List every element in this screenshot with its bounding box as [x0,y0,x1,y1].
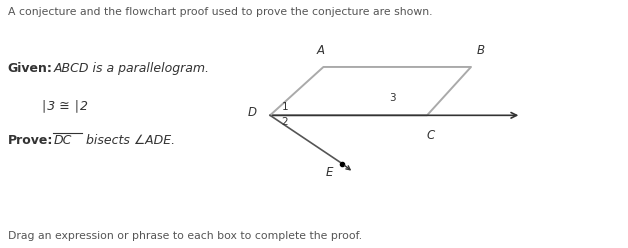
Text: 2: 2 [281,117,288,126]
Text: ∣3 ≅ ∣2: ∣3 ≅ ∣2 [41,99,88,112]
Text: Given:: Given: [8,62,52,75]
Text: 1: 1 [281,102,288,112]
Text: 3: 3 [389,93,396,103]
Text: Drag an expression or phrase to each box to complete the proof.: Drag an expression or phrase to each box… [8,231,362,241]
Text: E: E [325,166,333,179]
Text: ABCD is a parallelogram.: ABCD is a parallelogram. [53,62,209,75]
Text: A: A [317,44,324,57]
Text: DC: DC [53,134,72,147]
Text: C: C [426,129,435,142]
Text: B: B [477,44,484,57]
Text: bisects ∠ADE.: bisects ∠ADE. [82,134,175,147]
Text: A conjecture and the flowchart proof used to prove the conjecture are shown.: A conjecture and the flowchart proof use… [8,7,432,17]
Text: Prove:: Prove: [8,134,53,147]
Text: D: D [247,106,256,119]
